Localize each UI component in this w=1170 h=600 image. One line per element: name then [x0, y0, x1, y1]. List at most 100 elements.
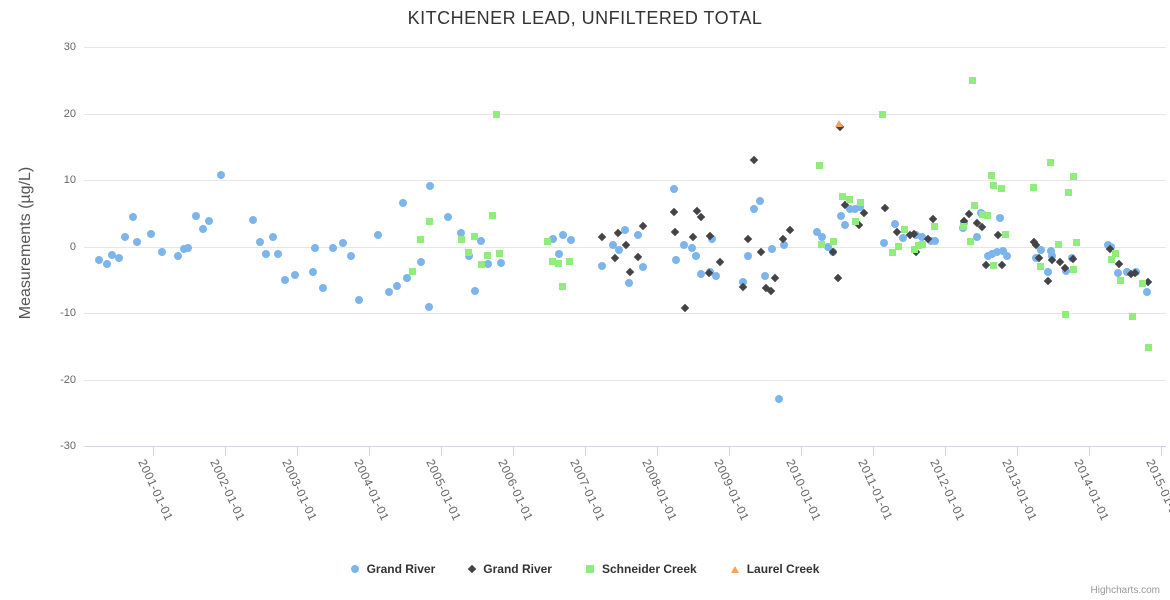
data-point-circle[interactable] [633, 231, 642, 240]
data-point-circle[interactable] [95, 255, 104, 264]
data-point-circle[interactable] [1043, 267, 1052, 276]
data-point-circle[interactable] [930, 236, 939, 245]
data-point-square[interactable] [815, 161, 823, 169]
data-point-square[interactable] [857, 199, 865, 207]
data-point-circle[interactable] [779, 241, 788, 250]
data-point-circle[interactable] [691, 252, 700, 261]
data-point-square[interactable] [1070, 266, 1078, 274]
data-point-diamond[interactable] [1047, 256, 1056, 265]
data-point-circle[interactable] [146, 229, 155, 238]
data-point-circle[interactable] [393, 282, 402, 291]
data-point-circle[interactable] [444, 212, 453, 221]
data-point-circle[interactable] [192, 211, 201, 220]
data-point-circle[interactable] [738, 277, 747, 286]
data-point-circle[interactable] [339, 238, 348, 247]
data-point-square[interactable] [1129, 313, 1137, 321]
data-point-circle[interactable] [614, 245, 623, 254]
data-point-circle[interactable] [856, 203, 865, 212]
data-point-circle[interactable] [403, 274, 412, 283]
data-point-square[interactable] [988, 171, 996, 179]
data-point-diamond[interactable] [1043, 276, 1053, 286]
data-point-circle[interactable] [457, 229, 466, 238]
data-point-diamond[interactable] [696, 212, 706, 222]
data-point-square[interactable] [408, 267, 416, 275]
data-point-square[interactable] [1117, 276, 1125, 284]
data-point-circle[interactable] [121, 232, 130, 241]
data-point-square[interactable] [1061, 310, 1069, 318]
data-point-circle[interactable] [268, 232, 277, 241]
data-point-square[interactable] [1138, 279, 1146, 287]
data-point-circle[interactable] [998, 247, 1007, 256]
data-point-circle[interactable] [687, 244, 696, 253]
data-point-circle[interactable] [133, 237, 142, 246]
data-point-circle[interactable] [812, 227, 821, 236]
data-point-square[interactable] [1047, 158, 1055, 166]
data-point-circle[interactable] [1143, 288, 1152, 297]
data-point-circle[interactable] [743, 251, 752, 260]
data-point-square[interactable] [495, 249, 503, 257]
data-point-diamond[interactable] [670, 207, 679, 217]
data-point-diamond[interactable] [743, 234, 752, 244]
data-point-diamond[interactable] [634, 252, 643, 262]
data-point-square[interactable] [878, 110, 886, 118]
data-point-square[interactable] [829, 238, 837, 246]
data-point-circle[interactable] [707, 235, 716, 244]
data-point-square[interactable] [978, 211, 986, 219]
data-point-circle[interactable] [128, 212, 137, 221]
data-point-diamond[interactable] [1114, 260, 1124, 269]
data-point-circle[interactable] [845, 204, 854, 213]
data-point-diamond[interactable] [767, 286, 776, 296]
data-point-circle[interactable] [817, 232, 826, 241]
data-point-circle[interactable] [671, 255, 680, 264]
data-point-circle[interactable] [1048, 251, 1057, 260]
data-point-circle[interactable] [891, 219, 900, 228]
data-point-diamond[interactable] [638, 221, 647, 231]
data-point-square[interactable] [417, 235, 425, 243]
data-point-circle[interactable] [987, 249, 996, 258]
data-point-circle[interactable] [680, 241, 689, 250]
data-point-square[interactable] [549, 258, 557, 266]
data-point-circle[interactable] [157, 247, 166, 256]
data-point-square[interactable] [470, 233, 478, 241]
data-point-square[interactable] [1069, 173, 1077, 181]
data-point-diamond[interactable] [610, 253, 619, 263]
data-point-circle[interactable] [558, 230, 567, 239]
data-point-diamond[interactable] [670, 227, 680, 237]
data-point-square[interactable] [544, 237, 552, 245]
data-point-diamond[interactable] [621, 240, 631, 250]
data-point-diamond[interactable] [749, 155, 758, 165]
legend-item-schneider-creek[interactable]: Schneider Creek [585, 562, 697, 576]
data-point-square[interactable] [1036, 262, 1044, 270]
data-point-circle[interactable] [108, 251, 117, 260]
data-point-circle[interactable] [597, 261, 606, 270]
legend-item-grand-river[interactable]: Grand River [350, 562, 435, 576]
data-point-circle[interactable] [329, 244, 338, 253]
data-point-circle[interactable] [354, 295, 363, 304]
data-point-square[interactable] [489, 212, 497, 220]
data-point-circle[interactable] [477, 237, 486, 246]
data-point-square[interactable] [960, 223, 968, 231]
data-point-circle[interactable] [851, 205, 859, 214]
data-point-diamond[interactable] [625, 267, 634, 277]
data-point-circle[interactable] [1114, 269, 1123, 278]
data-point-circle[interactable] [424, 303, 433, 311]
data-point-square[interactable] [997, 185, 1005, 193]
data-point-diamond[interactable] [688, 232, 698, 242]
data-point-diamond[interactable] [965, 209, 974, 219]
data-point-circle[interactable] [899, 233, 908, 242]
data-point-circle[interactable] [1002, 251, 1011, 260]
data-point-circle[interactable] [385, 288, 394, 297]
data-point-circle[interactable] [917, 233, 926, 242]
data-point-circle[interactable] [274, 250, 283, 259]
data-point-square[interactable] [1030, 184, 1038, 192]
data-point-circle[interactable] [972, 232, 981, 241]
data-point-square[interactable] [483, 251, 491, 259]
data-point-square[interactable] [457, 236, 465, 244]
data-point-square[interactable] [1112, 250, 1120, 258]
data-point-square[interactable] [477, 260, 485, 268]
data-point-square[interactable] [1107, 255, 1115, 263]
data-point-circle[interactable] [879, 239, 888, 248]
data-point-diamond[interactable] [770, 274, 780, 283]
data-point-square[interactable] [566, 257, 574, 265]
data-point-circle[interactable] [115, 254, 124, 263]
